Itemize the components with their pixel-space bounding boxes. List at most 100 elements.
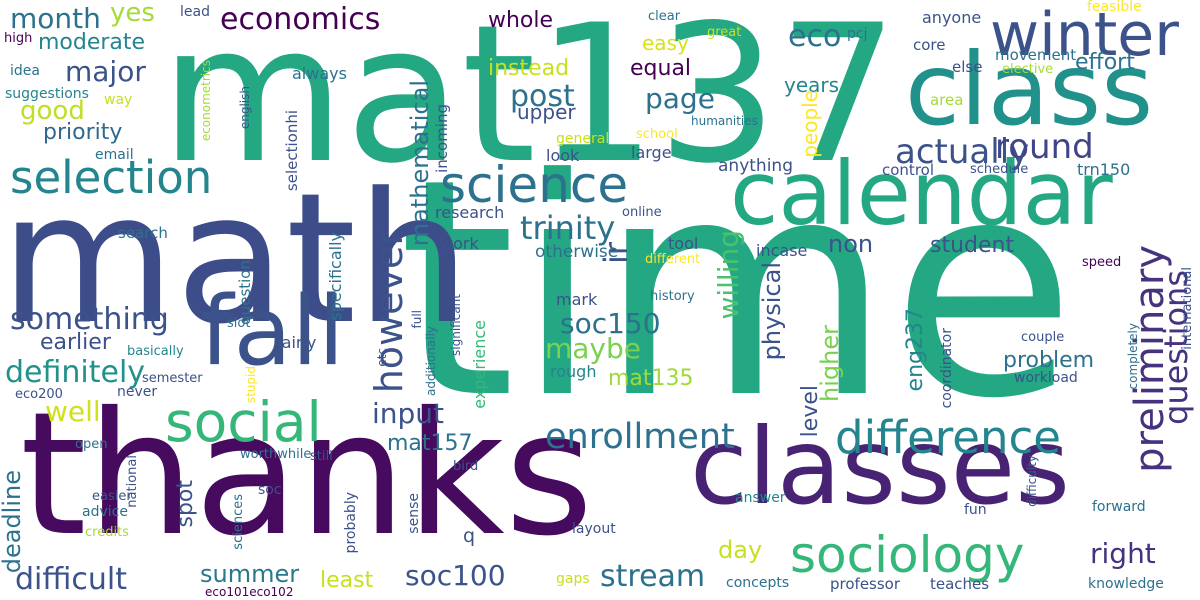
word-control: control	[882, 161, 934, 179]
word-teaches: teaches	[930, 575, 990, 593]
word-mathematical: mathematical	[406, 80, 434, 247]
word-pcj: pcj	[847, 26, 868, 42]
word-sense: sense	[406, 493, 422, 534]
word-mat137: mat137	[160, 0, 899, 205]
word-forward: forward	[1092, 499, 1146, 515]
word-upper: upper	[517, 100, 576, 124]
word-trn150: trn150	[1077, 160, 1131, 179]
word-otherwise: otherwise	[535, 242, 619, 262]
word-eng237: eng237	[903, 308, 928, 392]
word-however: however	[367, 230, 411, 394]
word-soc150: soc150	[560, 307, 661, 340]
word-stupid: stupid	[244, 366, 258, 404]
word-general: general	[556, 131, 610, 147]
word-round: round	[995, 127, 1094, 167]
word-eco200: eco200	[15, 387, 63, 402]
word-significant: significant	[449, 294, 463, 356]
word-trinity: trinity	[520, 209, 616, 247]
word-idea: idea	[10, 63, 40, 79]
word-knowledge: knowledge	[1088, 576, 1164, 592]
word-area: area	[930, 91, 964, 109]
word-definitely: definitely	[5, 355, 146, 390]
word-people: people	[798, 90, 822, 158]
word-core: core	[913, 36, 946, 54]
word-well: well	[45, 395, 101, 428]
word-calendar: calendar	[730, 142, 1113, 245]
word-full: full	[410, 310, 424, 329]
word-work: work	[440, 234, 479, 253]
word-search: search	[118, 224, 168, 242]
word-different: different	[645, 252, 701, 267]
word-mat157: mat157	[387, 431, 473, 456]
word-class: class	[905, 31, 1154, 148]
word-whole: whole	[488, 8, 554, 33]
word-thanks: thanks	[20, 376, 594, 574]
word-semester: semester	[142, 371, 203, 386]
word-spot: spot	[173, 480, 198, 528]
word-basically: basically	[127, 344, 184, 359]
word-online: online	[622, 205, 662, 220]
word-level: level	[798, 385, 823, 438]
word-professor: professor	[830, 575, 901, 593]
word-sociology: sociology	[790, 526, 1025, 584]
word-couple: couple	[1021, 330, 1065, 345]
word-input: input	[372, 397, 445, 430]
word-equal: equal	[630, 56, 692, 81]
word-student: student	[930, 233, 1015, 258]
word-major: major	[65, 55, 146, 88]
word-econometrics: econometrics	[199, 60, 213, 142]
word-difficulty: difficulty	[1025, 455, 1039, 507]
word-feasible: feasible	[1087, 0, 1142, 15]
word-always: always	[292, 64, 347, 83]
word-etc: etc	[375, 348, 389, 367]
word-post: post	[510, 79, 575, 114]
word-history: history	[650, 289, 695, 304]
word-workload: workload	[1014, 370, 1078, 386]
word-selection: selection	[10, 151, 213, 204]
word-soc: soc	[258, 482, 282, 498]
word-advice: advice	[82, 504, 128, 520]
word-concepts: concepts	[726, 575, 790, 591]
word-day: day	[718, 536, 763, 564]
word-years: years	[784, 73, 840, 97]
word-difference: difference	[835, 411, 1061, 464]
word-speed: speed	[1082, 255, 1122, 270]
word-coordinator: coordinator	[939, 328, 955, 409]
word-enrollment: enrollment	[545, 417, 735, 457]
word-incoming: incoming	[433, 104, 451, 173]
word-science: science	[440, 156, 629, 214]
word-actually: actually	[895, 132, 1030, 172]
word-page: page	[645, 82, 715, 115]
word-tool: tool	[668, 234, 699, 253]
word-selectionhi: selectionhi	[283, 110, 301, 192]
word-economics: economics	[220, 2, 381, 37]
word-good: good	[20, 96, 85, 126]
word-something: something	[10, 302, 169, 337]
word-high: high	[4, 31, 33, 46]
word-english: english	[238, 86, 252, 130]
word-mat135: mat135	[608, 366, 694, 391]
word-easy: easy	[642, 31, 689, 55]
word-fairly: fairly	[276, 333, 317, 352]
word-school: school	[636, 127, 678, 142]
word-rough: rough	[550, 362, 597, 381]
word-credits: credits	[85, 525, 129, 540]
word-fun: fun	[964, 502, 987, 518]
word-yes: yes	[110, 0, 155, 28]
word-bird: bird	[453, 459, 479, 474]
word-elective: elective	[1002, 62, 1054, 77]
word-open: open	[75, 437, 108, 452]
word-completely: completely	[1126, 323, 1140, 390]
word-movement: movement	[995, 46, 1077, 64]
word-large: large	[631, 143, 672, 162]
word-time: time	[398, 115, 1076, 464]
word-suggestions: suggestions	[5, 86, 89, 102]
word-mark: mark	[556, 290, 598, 309]
word-moderate: moderate	[38, 30, 146, 55]
word-priority: priority	[43, 120, 123, 145]
word-never: never	[117, 384, 158, 400]
word-math: math	[0, 155, 471, 364]
word-right: right	[1090, 537, 1156, 570]
word-maybe: maybe	[545, 332, 642, 365]
